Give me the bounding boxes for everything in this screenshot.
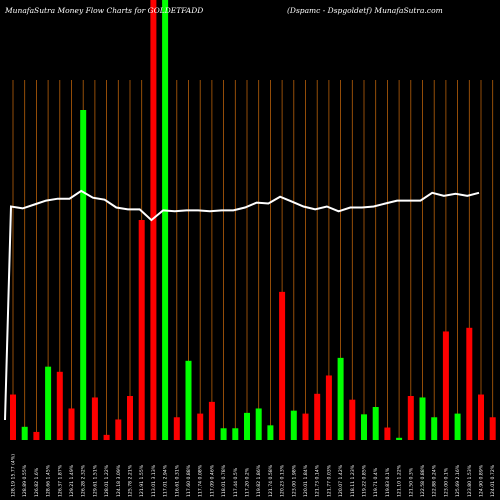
x-tick-label: 120.07 1.42% (338, 464, 344, 497)
money-flow-bar (384, 427, 391, 440)
money-flow-bar (150, 0, 157, 440)
x-tick-label: 122.58 0.88% (420, 464, 426, 497)
money-flow-bar (478, 394, 484, 440)
money-flow-bar (21, 426, 28, 440)
x-tick-label: 125.69 2.16% (455, 464, 461, 497)
x-tick-label: 117.20 0.2% (245, 467, 251, 497)
x-tick-label: 121.73 0.14% (315, 464, 321, 497)
x-tick-label: 128.19 15.77 (4%) (11, 454, 17, 497)
x-tick-label: 122.88 0.24% (432, 464, 438, 497)
money-flow-bar (173, 417, 180, 440)
x-tick-label: 117.60 0.88% (186, 464, 192, 497)
money-flow-bar (138, 220, 145, 440)
chart-title: MunafaSutra Money Flow Charts for GOLDET… (5, 6, 204, 15)
money-flow-bar (419, 397, 426, 440)
money-flow-bar (220, 428, 227, 440)
x-tick-label: 116.61 0.31% (174, 464, 180, 497)
x-tick-label: 113.01 3.13% (151, 464, 157, 497)
money-flow-bar (80, 110, 87, 440)
x-tick-label: 118.01 0.78% (221, 464, 227, 497)
x-tick-label: 124.90 0.89% (479, 464, 485, 497)
chart-subtitle: (Dspamc - Dspgoldetf) MunafaSutra.com (287, 6, 443, 15)
money-flow-bar (197, 413, 204, 440)
x-tick-label: 120.01 1.84% (303, 464, 309, 497)
money-flow-bar (208, 401, 215, 440)
money-flow-bar (127, 396, 133, 440)
x-tick-label: 121.50 0.3% (408, 467, 414, 497)
money-flow-bar (68, 408, 75, 440)
money-flow-bar (91, 397, 98, 440)
money-flow-bar (442, 331, 449, 440)
x-tick-label: 120.23 0.13% (280, 464, 286, 497)
x-tick-label: 117.01 2.94% (163, 464, 169, 497)
x-tick-label: 125.78 2.21% (128, 464, 134, 497)
x-tick-label: 121.91 1.55% (139, 464, 145, 497)
money-flow-bar (290, 410, 297, 440)
money-flow-bar (349, 399, 356, 440)
x-tick-label: 121.10 1.22% (397, 464, 403, 497)
money-flow-bar (244, 412, 250, 440)
x-tick-label: 119.83 0.1% (385, 467, 391, 497)
money-flow-bar (431, 417, 438, 440)
money-flow-bar (361, 414, 367, 440)
price-line (4, 189, 480, 421)
x-tick-label: 126.28 2.32% (81, 464, 87, 497)
x-tick-label: 124.01 0.72% (490, 464, 496, 497)
x-tick-label: 118.11 1.23% (350, 464, 356, 497)
money-flow-bar (396, 437, 403, 440)
x-tick-label: 124.18 3.09% (116, 464, 122, 497)
money-flow-bar (337, 357, 344, 440)
money-flow-bar (489, 417, 496, 440)
x-tick-label: 129.21 1.49% (69, 464, 75, 497)
x-tick-label: 117.09 0.46% (209, 464, 215, 497)
money-flow-bar (314, 393, 321, 440)
x-tick-label: 117.44 0.5% (233, 467, 239, 497)
money-flow-bar (185, 360, 192, 440)
price-line-path (4, 189, 480, 421)
x-tick-label: 123.00 0.1% (443, 467, 449, 497)
x-tick-label: 128.01 1.22% (104, 464, 110, 497)
money-flow-bar (255, 408, 262, 440)
x-tick-label: 119.22 0.85% (362, 464, 368, 497)
x-tick-label: 126.37 1.87% (57, 464, 63, 497)
x-tick-label: 123.00 1.98% (291, 464, 297, 497)
x-axis-labels: 128.19 15.77 (4%) 128.89 0.55% 126.82 1.6%… (11, 454, 497, 497)
money-flow-bar (466, 327, 473, 440)
money-flow-bar (232, 428, 239, 440)
x-tick-label: 126.82 1.6% (34, 467, 40, 497)
x-tick-label: 121.74 0.58% (268, 464, 274, 497)
money-flow-bar (10, 394, 16, 440)
x-tick-label: 123.80 1.53% (467, 464, 473, 497)
money-flow-bar (302, 413, 309, 440)
money-flow-bar (45, 366, 52, 440)
money-flow-bar (372, 407, 379, 440)
x-tick-label: 128.66 1.45% (46, 464, 52, 497)
money-flow-bars (10, 0, 496, 440)
x-tick-label: 128.89 0.55% (22, 464, 28, 497)
money-flow-bar (325, 375, 332, 440)
money-flow-bar (115, 419, 122, 440)
money-flow-bar (162, 0, 169, 440)
x-tick-label: 119.71 0.4% (373, 467, 379, 497)
money-flow-bar (279, 291, 286, 440)
money-flow-bar (454, 413, 461, 440)
money-flow-bar (407, 396, 414, 440)
money-flow-bar (33, 431, 40, 440)
x-tick-label: 117.74 0.08% (198, 464, 204, 497)
x-tick-label: 129.61 1.51% (92, 464, 98, 497)
money-flow-bar (267, 425, 274, 440)
x-tick-label: 119.82 1.86% (256, 464, 262, 497)
money-flow-bar (103, 434, 110, 440)
money-flow-bar (56, 371, 63, 440)
x-tick-label: 121.77 0.03% (326, 464, 332, 497)
